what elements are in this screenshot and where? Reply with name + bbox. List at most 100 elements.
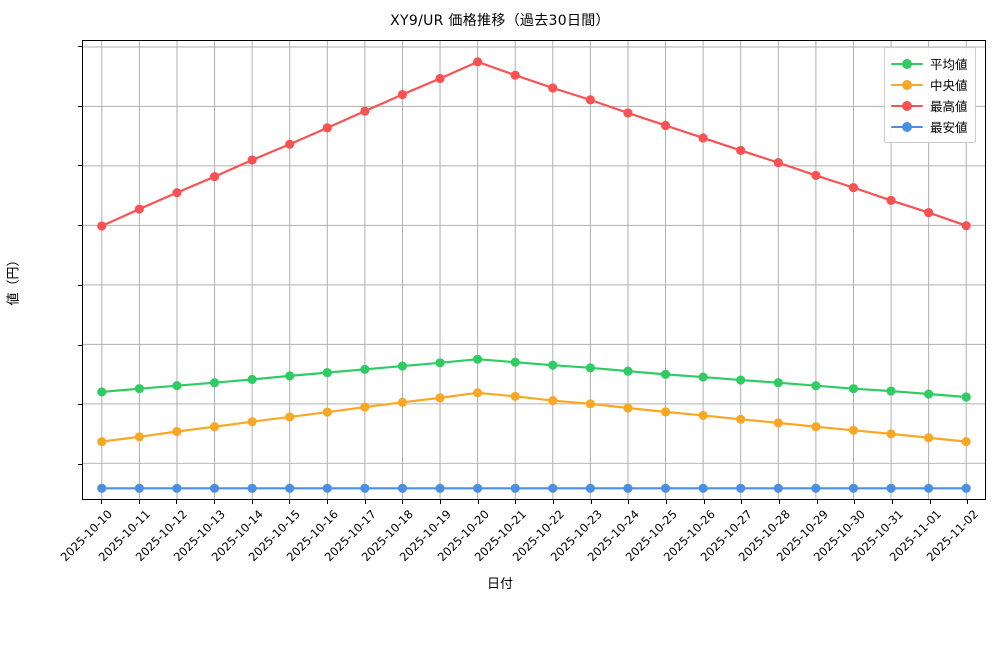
data-series-layer: [97, 57, 971, 493]
data-point-marker: [623, 366, 633, 376]
x-axis-tick-mark: [326, 500, 328, 504]
data-point-marker: [623, 108, 633, 118]
legend-marker-icon: [891, 121, 923, 133]
series-2: [97, 388, 971, 447]
data-point-marker: [924, 483, 934, 493]
x-axis-tick-mark: [703, 500, 705, 504]
series-line: [100, 60, 968, 228]
data-point-marker: [473, 388, 483, 398]
data-point-marker: [811, 381, 821, 391]
y-axis-tick-mark: [78, 344, 82, 346]
data-point-marker: [172, 381, 182, 391]
data-point-marker: [961, 392, 971, 402]
x-axis-tick-mark: [100, 500, 102, 504]
data-point-marker: [97, 483, 107, 493]
data-point-marker: [548, 360, 558, 370]
data-point-marker: [548, 483, 558, 493]
data-point-marker: [247, 155, 257, 165]
data-point-marker: [961, 437, 971, 447]
data-point-marker: [623, 403, 633, 413]
legend-item-label: 中央値: [930, 78, 968, 93]
data-point-marker: [736, 414, 746, 424]
chart-figure: XY9/UR 価格推移（過去30日間） 値（円） 日付 200004000060…: [6, 13, 986, 592]
data-point-marker: [360, 402, 370, 412]
data-point-marker: [773, 378, 783, 388]
data-point-marker: [473, 483, 483, 493]
data-point-marker: [510, 70, 520, 80]
data-point-marker: [360, 106, 370, 116]
legend-item-3: 最高値: [891, 95, 968, 116]
y-axis-tick-mark: [78, 225, 82, 227]
data-point-marker: [435, 483, 445, 493]
data-point-marker: [397, 361, 408, 371]
data-point-marker: [660, 407, 671, 417]
x-axis-tick-mark: [891, 500, 893, 504]
y-axis-tick-mark: [78, 45, 82, 47]
data-point-marker: [322, 368, 332, 378]
y-axis-label: 値（円）: [6, 253, 22, 306]
data-point-marker: [698, 483, 708, 493]
data-point-marker: [660, 120, 671, 131]
data-point-marker: [585, 95, 595, 105]
data-point-marker: [435, 73, 445, 84]
data-point-marker: [209, 422, 220, 432]
data-point-marker: [773, 483, 783, 493]
x-axis-tick-mark: [590, 500, 592, 504]
data-point-marker: [886, 429, 896, 439]
x-axis-tick-mark: [628, 500, 630, 504]
data-point-marker: [773, 158, 783, 168]
data-point-marker: [134, 483, 144, 493]
legend-item-4: 最安値: [891, 116, 968, 137]
series-line: [100, 358, 968, 399]
data-point-marker: [736, 375, 746, 385]
data-point-marker: [97, 437, 107, 447]
data-point-marker: [736, 483, 746, 493]
legend-marker-icon: [891, 58, 923, 70]
data-point-marker: [548, 83, 558, 93]
data-point-marker: [811, 422, 821, 432]
x-axis-tick-mark: [402, 500, 404, 504]
legend-item-label: 最安値: [930, 120, 968, 135]
y-axis-tick-mark: [78, 284, 82, 286]
data-point-marker: [134, 432, 144, 442]
chart-legend: 平均値 中央値 最高値 最安値: [884, 47, 976, 143]
data-point-marker: [848, 425, 859, 435]
legend-item-label: 最高値: [930, 99, 968, 114]
data-point-marker: [510, 391, 520, 401]
x-axis-tick-mark: [364, 500, 366, 504]
data-point-marker: [285, 371, 295, 381]
data-point-marker: [961, 221, 971, 231]
legend-marker-icon: [891, 100, 923, 112]
data-point-marker: [473, 354, 483, 364]
data-point-marker: [397, 483, 408, 493]
data-point-marker: [924, 433, 934, 443]
x-axis-tick-mark: [929, 500, 931, 504]
data-point-marker: [247, 483, 257, 493]
data-point-marker: [97, 387, 107, 397]
data-point-marker: [435, 358, 445, 368]
x-axis-tick-mark: [213, 500, 215, 504]
data-point-marker: [848, 384, 859, 394]
data-point-marker: [660, 483, 671, 493]
data-point-marker: [924, 208, 934, 218]
data-point-marker: [285, 483, 295, 493]
data-point-marker: [247, 417, 257, 427]
data-point-marker: [548, 395, 558, 406]
grid-lines: [83, 41, 985, 499]
plot-area: [82, 40, 986, 500]
data-point-marker: [134, 384, 144, 394]
data-point-marker: [360, 483, 370, 493]
x-axis-tick-mark: [967, 500, 969, 504]
y-axis-tick-mark: [78, 464, 82, 466]
chart-title: XY9/UR 価格推移（過去30日間）: [390, 13, 610, 29]
data-point-marker: [585, 363, 595, 373]
y-axis-tick-mark: [78, 404, 82, 406]
x-axis-tick-mark: [289, 500, 291, 504]
data-point-marker: [585, 483, 595, 493]
series-4: [97, 483, 971, 493]
data-point-marker: [811, 483, 821, 493]
data-point-marker: [172, 426, 182, 437]
data-point-marker: [209, 483, 220, 493]
x-axis-tick-mark: [439, 500, 441, 504]
data-point-marker: [209, 172, 220, 182]
